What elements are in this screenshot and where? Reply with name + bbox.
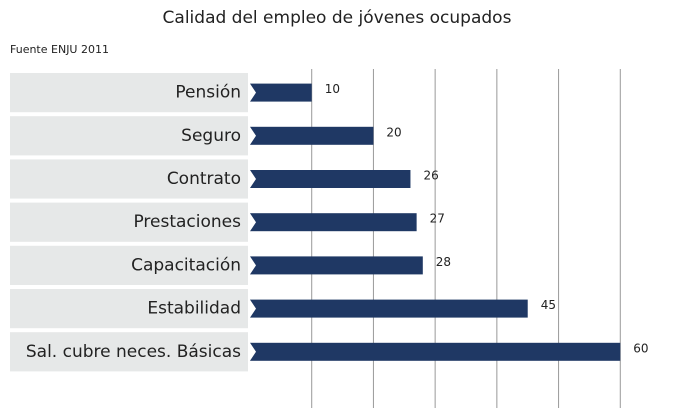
y-tick-label: Pensión: [175, 83, 241, 103]
chart-subtitle: Fuente ENJU 2011: [10, 43, 109, 56]
bar-notch: [250, 170, 256, 188]
y-tick-label: Estabilidad: [147, 299, 241, 319]
label-box: [10, 245, 248, 285]
label-box: [10, 202, 248, 242]
bar-notch: [250, 342, 256, 361]
label-box: [10, 289, 248, 329]
value-label: 26: [423, 169, 438, 183]
bar: [250, 342, 621, 361]
label-box: [10, 159, 248, 199]
label-box: [10, 332, 248, 372]
value-label: 45: [541, 298, 556, 312]
value-label: 27: [430, 212, 445, 226]
y-tick-label: Seguro: [181, 126, 241, 146]
value-label: 60: [633, 341, 648, 355]
y-tick-label: Contrato: [167, 169, 241, 189]
bar: [250, 83, 312, 102]
y-tick-label: Capacitación: [131, 255, 241, 275]
value-label: 20: [386, 125, 401, 139]
value-label: 10: [325, 82, 340, 96]
bar-notch: [250, 213, 256, 232]
bar: [250, 126, 374, 145]
bar: [250, 170, 411, 188]
y-tick-label: Sal. cubre neces. Básicas: [26, 342, 241, 362]
bar: [250, 213, 417, 232]
bar: [250, 256, 423, 275]
bar-notch: [250, 83, 256, 102]
y-tick-label: Prestaciones: [133, 212, 241, 232]
label-box: [10, 116, 248, 156]
label-box: [10, 73, 248, 113]
value-label: 28: [436, 255, 451, 269]
bar-notch: [250, 126, 256, 145]
chart-title: Calidad del empleo de jóvenes ocupados: [163, 8, 512, 28]
bar-notch: [250, 299, 256, 318]
bar-notch: [250, 256, 256, 275]
bar: [250, 299, 528, 318]
